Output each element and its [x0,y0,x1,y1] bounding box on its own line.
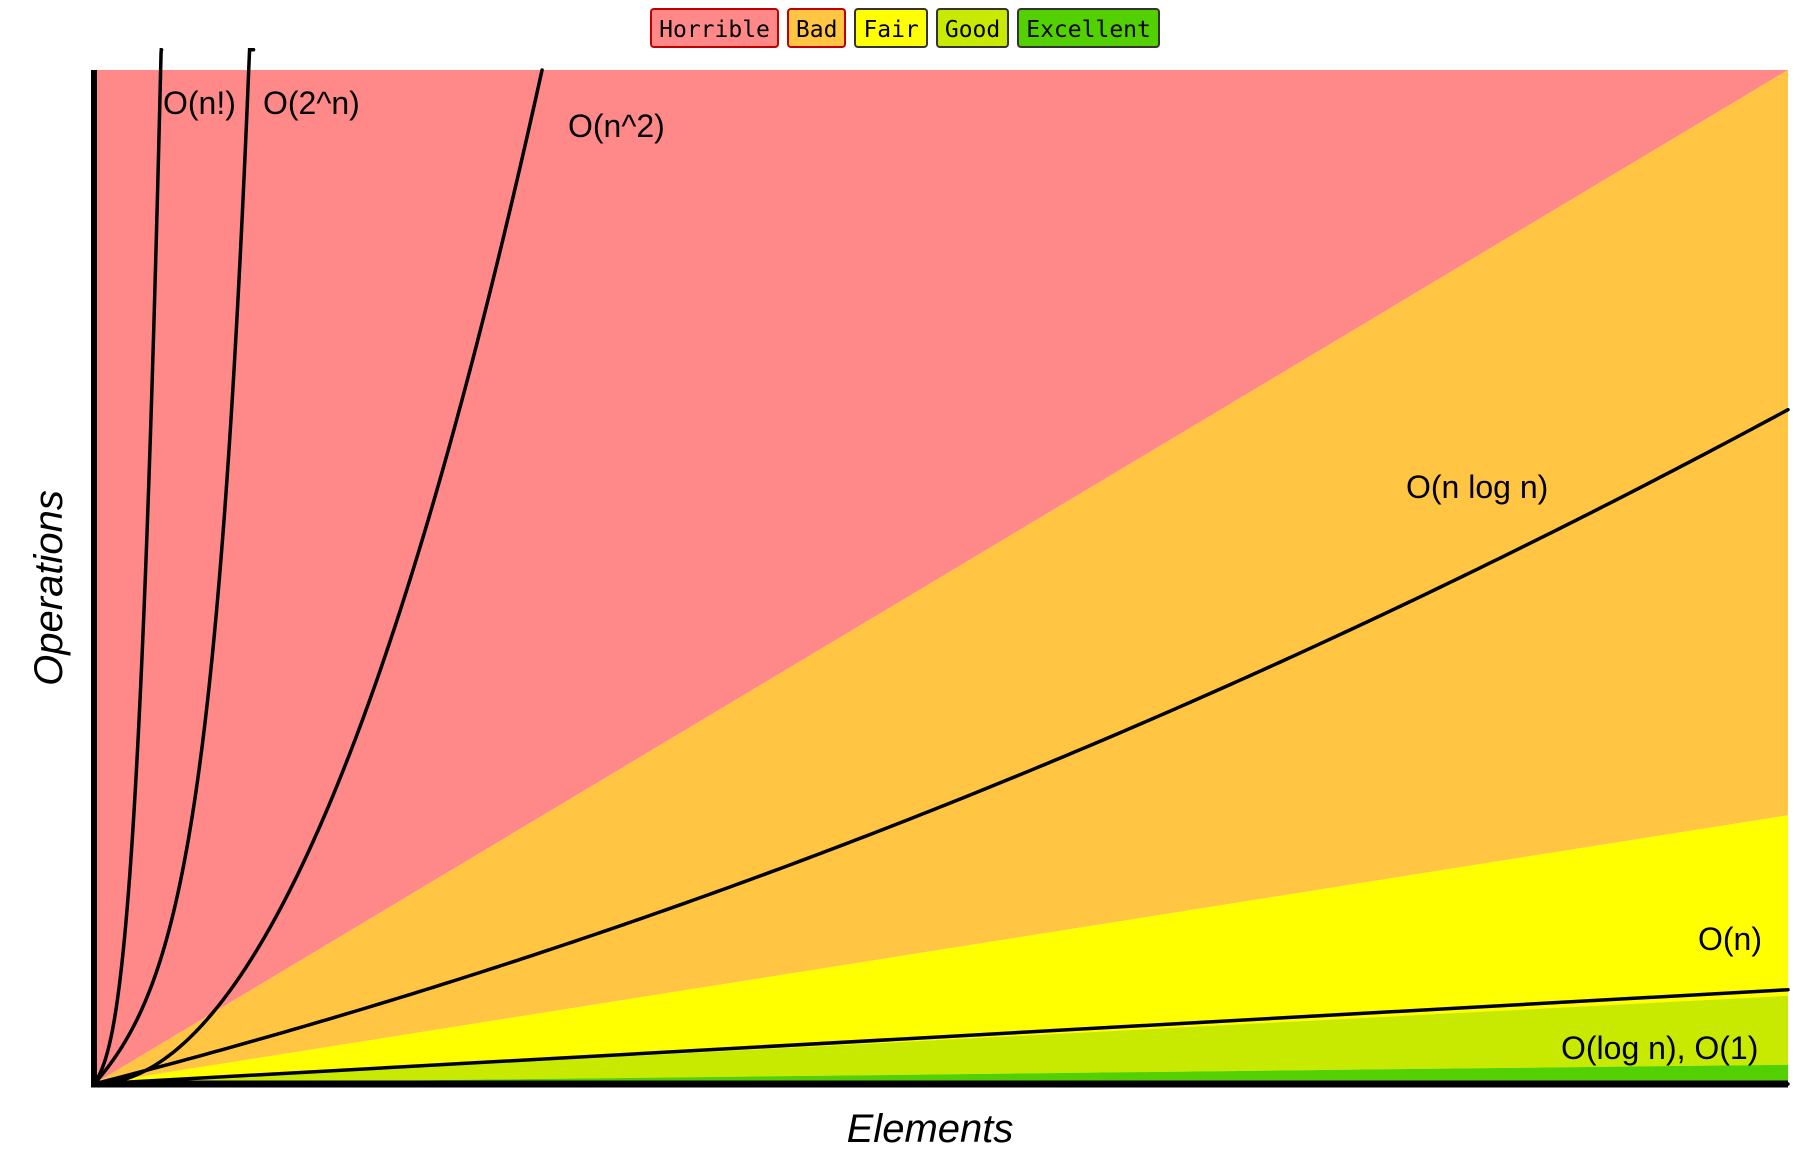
curve-linearithmic [92,407,1790,1086]
legend-excellent: Excellent [1017,8,1160,48]
curve-linear [92,987,1790,1086]
label-exponential: O(2^n) [263,85,360,121]
legend-horrible: Horrible [650,8,779,48]
legend: Horrible Bad Fair Good Excellent [0,8,1810,48]
legend-bad: Bad [786,8,847,48]
regions [94,70,1788,1084]
y-axis-title: Operations [27,490,71,686]
legend-good: Good [935,8,1010,48]
region-excellent [94,1064,1788,1084]
region-bad [94,70,1788,1084]
label-linear: O(n) [1698,921,1762,957]
x-axis-title: Elements [847,1107,1014,1151]
label-log-constant: O(log n), O(1) [1561,1030,1758,1066]
curve-quadratic [92,68,544,1086]
curve-exponential [92,47,256,1086]
region-fair [94,815,1788,1084]
curve-factorial [92,47,164,1086]
legend-fair: Fair [854,8,928,48]
label-linearithmic: O(n log n) [1406,469,1548,505]
label-quadratic: O(n^2) [568,108,665,144]
label-factorial: O(n!) [163,85,236,121]
